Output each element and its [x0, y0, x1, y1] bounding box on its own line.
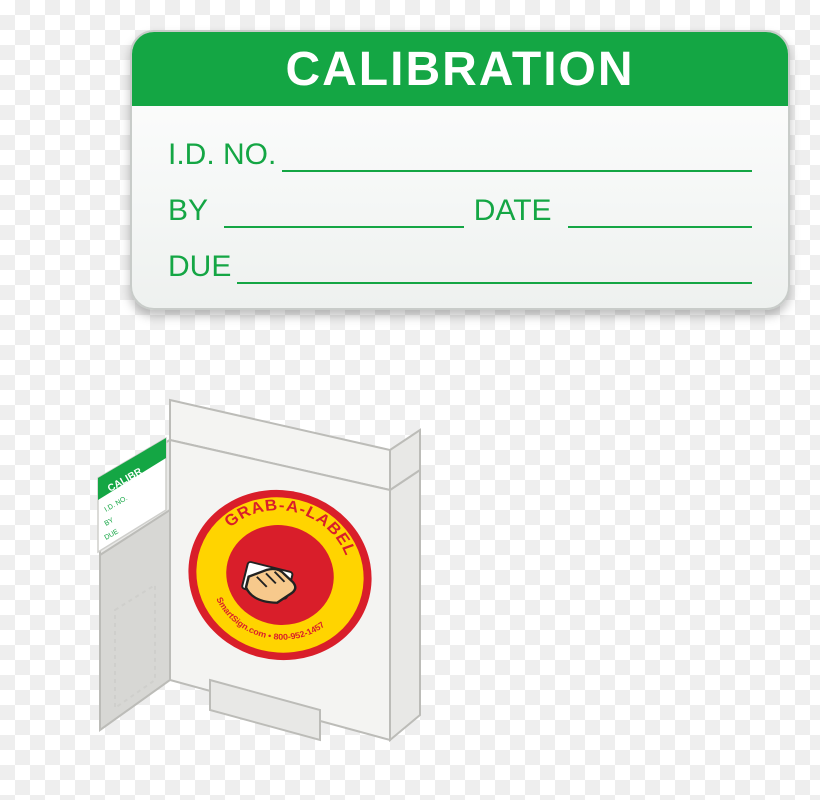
field-row-idno: I.D. NO.	[168, 138, 752, 172]
box-right-face	[390, 470, 420, 740]
dispenser-svg: CALIBR I.D. NO. BY DUE	[60, 360, 480, 780]
calibration-label-body: I.D. NO. BY DATE DUE	[132, 106, 788, 310]
calibration-label-card: CALIBRATION I.D. NO. BY DATE DUE	[130, 30, 790, 310]
field-line-by	[224, 226, 464, 228]
field-row-due: DUE	[168, 250, 752, 284]
field-label-due: DUE	[168, 250, 231, 284]
field-line-due	[237, 282, 752, 284]
field-label-date: DATE	[474, 194, 552, 228]
field-label-by: BY	[168, 194, 208, 228]
field-line-idno	[282, 170, 752, 172]
field-line-date	[568, 226, 752, 228]
calibration-label-title: CALIBRATION	[132, 32, 788, 106]
field-row-by-date: BY DATE	[168, 194, 752, 228]
label-dispenser-box: CALIBR I.D. NO. BY DUE	[60, 360, 480, 780]
field-label-idno: I.D. NO.	[168, 138, 276, 172]
